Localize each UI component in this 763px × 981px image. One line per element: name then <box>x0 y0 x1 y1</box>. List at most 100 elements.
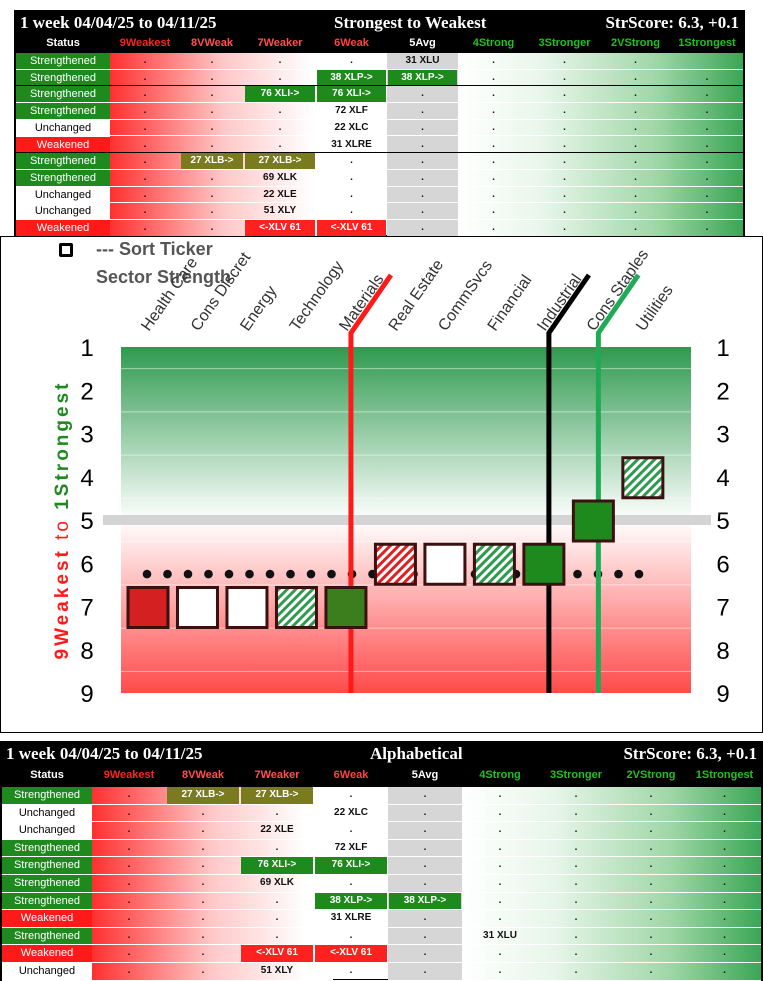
column-header: Status <box>46 37 80 49</box>
table-cell: . <box>705 188 709 200</box>
status-cell: Strengthened <box>16 103 110 119</box>
group-separator <box>16 85 743 87</box>
table-cell: . <box>723 912 726 924</box>
table-cell: . <box>705 88 709 100</box>
column-header: 6Weak <box>334 37 369 49</box>
y-tick-left: 4 <box>80 465 93 492</box>
table-cell: . <box>423 806 427 818</box>
table-cell: . <box>275 894 279 906</box>
table-cell: <-XLV 61 <box>245 220 315 236</box>
column-header: 4Strong <box>479 769 521 781</box>
y-tick-left: 6 <box>80 551 93 578</box>
table-cell: . <box>634 105 637 117</box>
y-tick-left: 3 <box>80 422 93 449</box>
column-header: 2VStrong <box>611 37 660 49</box>
table-cell: . <box>143 121 147 133</box>
table-cell: . <box>649 929 653 941</box>
table-cell: . <box>498 947 502 959</box>
column-header: 1Strongest <box>678 37 736 49</box>
status-cell: Unchanged <box>2 963 92 980</box>
status-cell: Strengthened <box>16 86 110 103</box>
table-cell: . <box>127 912 131 924</box>
data-point-health-care <box>126 586 170 629</box>
table-cell: . <box>634 222 637 233</box>
table-cell: 31 XLRE <box>331 138 372 150</box>
table-cell: . <box>210 205 214 217</box>
table-row: Unchanged.. 22 XLE...... <box>2 822 761 840</box>
table-cell: . <box>563 188 566 200</box>
table-cell: 51 XLY <box>263 205 297 217</box>
table-cell: . <box>421 205 424 217</box>
status-cell: Weakened <box>16 220 110 236</box>
y-tick-left: 5 <box>80 508 93 535</box>
table-cell: 31 XLU <box>405 55 440 66</box>
x-tick-label: Industrial <box>534 271 585 334</box>
table-cell: 72 XLF <box>334 841 368 853</box>
table-cell: . <box>201 947 205 959</box>
table-cell: 31 XLU <box>483 929 517 941</box>
table-cell: . <box>201 859 205 871</box>
table-cell: . <box>574 841 578 853</box>
table-cell: . <box>143 171 147 183</box>
table-cell: <-XLV 61 <box>241 945 313 962</box>
table-row: Strengthened.. 76 XLI-> 76 XLI->..... <box>16 86 743 104</box>
table-cell: . <box>634 88 637 100</box>
y-tick-left: 8 <box>80 638 93 665</box>
table-cell: . <box>563 222 566 233</box>
status-cell: Strengthened <box>2 892 92 910</box>
status-cell: Strengthened <box>2 787 92 804</box>
status-cell: Strengthened <box>16 53 110 69</box>
data-point-commsvcs <box>423 542 467 586</box>
table-cell: . <box>423 789 427 800</box>
table-cell: . <box>492 121 495 133</box>
table-cell: . <box>350 188 353 200</box>
table-cell: . <box>143 55 147 66</box>
sort-ticker-label: --- Sort Ticker <box>96 239 213 259</box>
table-cell: . <box>723 859 726 871</box>
status-cell: Weakened <box>16 136 110 153</box>
y-tick-left: 7 <box>80 595 93 622</box>
table-cell: . <box>705 71 709 83</box>
avg-band <box>388 787 462 981</box>
table-row: Strengthened. 27 XLB-> 27 XLB->...... <box>16 153 743 170</box>
dotted-sort-line <box>265 569 275 579</box>
column-header: 4Strong <box>472 37 515 49</box>
table-cell: . <box>634 155 637 167</box>
table-cell: 51 XLY <box>260 965 294 976</box>
status-cell: Unchanged <box>16 119 110 136</box>
column-header: 7Weaker <box>257 37 303 49</box>
y-tick-right: 2 <box>716 378 729 405</box>
table-cell: . <box>201 894 205 906</box>
data-point-energy <box>225 586 269 629</box>
status-cell: Strengthened <box>2 927 92 945</box>
table-cell: . <box>349 929 353 941</box>
table-cell: . <box>350 205 353 217</box>
table-cell: . <box>498 859 502 871</box>
table-cell: . <box>349 789 353 800</box>
column-header: 5Avg <box>411 769 439 781</box>
table-cell: . <box>127 841 131 853</box>
table-row: Weakened... 31 XLRE..... <box>16 136 743 154</box>
table-cell: . <box>421 222 424 233</box>
status-cell: Strengthened <box>16 169 110 186</box>
sort-ticker-icon <box>59 243 73 257</box>
column-header: 8VWeak <box>182 769 224 781</box>
table-cell: . <box>201 965 205 976</box>
table-score: StrScore: 6.3, +0.1 <box>623 744 757 763</box>
table-cell: . <box>705 222 709 233</box>
table-cell: 76 XLI-> <box>317 86 386 103</box>
table-cell: 22 XLC <box>334 121 369 133</box>
table-cell: . <box>634 171 637 183</box>
table-cell: . <box>574 947 578 959</box>
table-cell: . <box>201 929 205 941</box>
table-cell: . <box>349 877 353 888</box>
table-cell: . <box>421 155 424 167</box>
table-score: StrScore: 6.3, +0.1 <box>605 13 739 32</box>
table-cell: . <box>492 171 495 183</box>
table-cell: . <box>574 789 578 800</box>
table-cell: . <box>634 188 637 200</box>
table-sort-title: Alphabetical <box>370 744 463 763</box>
table-cell: . <box>421 105 424 117</box>
table-cell: . <box>423 929 427 941</box>
table-cell: 76 XLI-> <box>315 857 387 874</box>
